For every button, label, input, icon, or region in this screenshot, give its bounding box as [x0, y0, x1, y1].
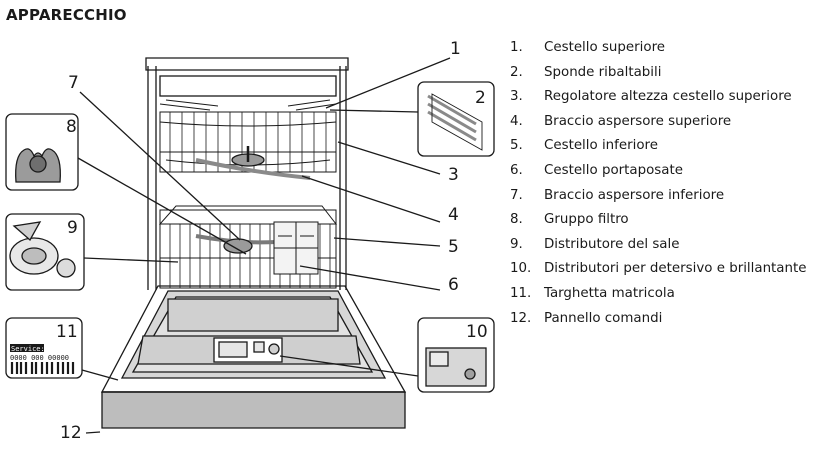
inset-fold-down-racks: [417, 81, 495, 157]
upper-spray-arm: [195, 146, 311, 180]
cabinet-frame: [145, 57, 349, 290]
door-inner-panel: [120, 290, 387, 379]
legend-item: 3. Regolatore altezza cestello superiore: [510, 85, 806, 110]
legend-label: Braccio aspersore superiore: [544, 113, 732, 129]
legend-number: 5.: [510, 138, 523, 154]
legend-label: Cestello inferiore: [544, 138, 658, 154]
legend-item: 7. Braccio aspersore inferiore: [510, 184, 806, 209]
legend-label: Distributore del sale: [544, 236, 680, 252]
legend-label: Sponde ribaltabili: [544, 64, 662, 80]
callout-9: 9: [67, 218, 78, 238]
callout-11: 11: [56, 322, 78, 342]
legend-number: 12.: [510, 310, 532, 326]
legend-label: Regolatore altezza cestello superiore: [544, 89, 792, 105]
legend-item: 6. Cestello portaposate: [510, 159, 806, 184]
legend-item: 10. Distributori per detersivo e brillant…: [510, 257, 806, 282]
legend-label: Cestello portaposate: [544, 162, 683, 178]
legend-number: 9.: [510, 236, 523, 252]
callouts: 1 2 3 4 5 6 7 8 9 10 11 12: [56, 39, 488, 443]
callout-4: 4: [448, 205, 459, 225]
callout-8: 8: [66, 117, 77, 137]
legend-label: Cestello superiore: [544, 40, 666, 55]
legend-label: Pannello comandi: [544, 310, 663, 326]
detergent-dispenser: [213, 337, 283, 363]
callout-3: 3: [448, 165, 459, 185]
service-label: Service:: [11, 345, 45, 353]
legend-label: Gruppo filtro: [544, 212, 629, 228]
legend-item: 2. Sponde ribaltabili: [510, 61, 806, 86]
inset-serial-plate: [5, 317, 83, 379]
callout-7: 7: [68, 73, 79, 93]
legend-label: Distributori per detersivo e brillantant…: [544, 261, 807, 277]
legend-number: 4.: [510, 113, 523, 129]
callout-6: 6: [448, 275, 459, 295]
callout-10: 10: [466, 322, 488, 342]
inset-dispensers: [417, 317, 495, 393]
legend-item: 5. Cestello inferiore: [510, 134, 806, 159]
legend-number: 2.: [510, 64, 523, 80]
legend-label: Braccio aspersore inferiore: [544, 187, 725, 203]
callout-2: 2: [475, 88, 486, 108]
legend-item: 4. Braccio aspersore superiore: [510, 110, 806, 135]
legend-number: 3.: [510, 89, 523, 105]
page-title: APPARECCHIO: [6, 6, 127, 24]
legend-number: 8.: [510, 212, 523, 228]
lower-basket: [158, 205, 338, 289]
legend-item: 1. Cestello superiore: [510, 36, 806, 61]
legend-item: 8. Gruppo filtro: [510, 208, 806, 233]
callout-5: 5: [448, 237, 459, 257]
legend-number: 1.: [510, 40, 523, 55]
inset-salt-dispenser: [5, 213, 85, 291]
leader-lines: [77, 57, 451, 434]
legend-number: 7.: [510, 187, 523, 203]
legend-label: Targhetta matricola: [544, 285, 675, 301]
parts-legend: 1. Cestello superiore 2. Sponde ribaltabil…: [510, 36, 806, 331]
legend-number: 10.: [510, 261, 532, 277]
legend-number: 6.: [510, 162, 523, 178]
lower-spray-arm: [195, 234, 277, 254]
legend-number: 11.: [510, 285, 532, 301]
legend-item: 12. Pannello comandi: [510, 307, 806, 332]
serial-number: 0000 000 00000: [10, 354, 69, 362]
cutlery-basket: [273, 221, 319, 275]
inset-filter: [5, 113, 79, 191]
callout-12: 12: [60, 423, 82, 443]
legend-item: 9. Distributore del sale: [510, 233, 806, 258]
callout-1: 1: [450, 39, 461, 59]
legend-item: 11. Targhetta matricola: [510, 282, 806, 307]
